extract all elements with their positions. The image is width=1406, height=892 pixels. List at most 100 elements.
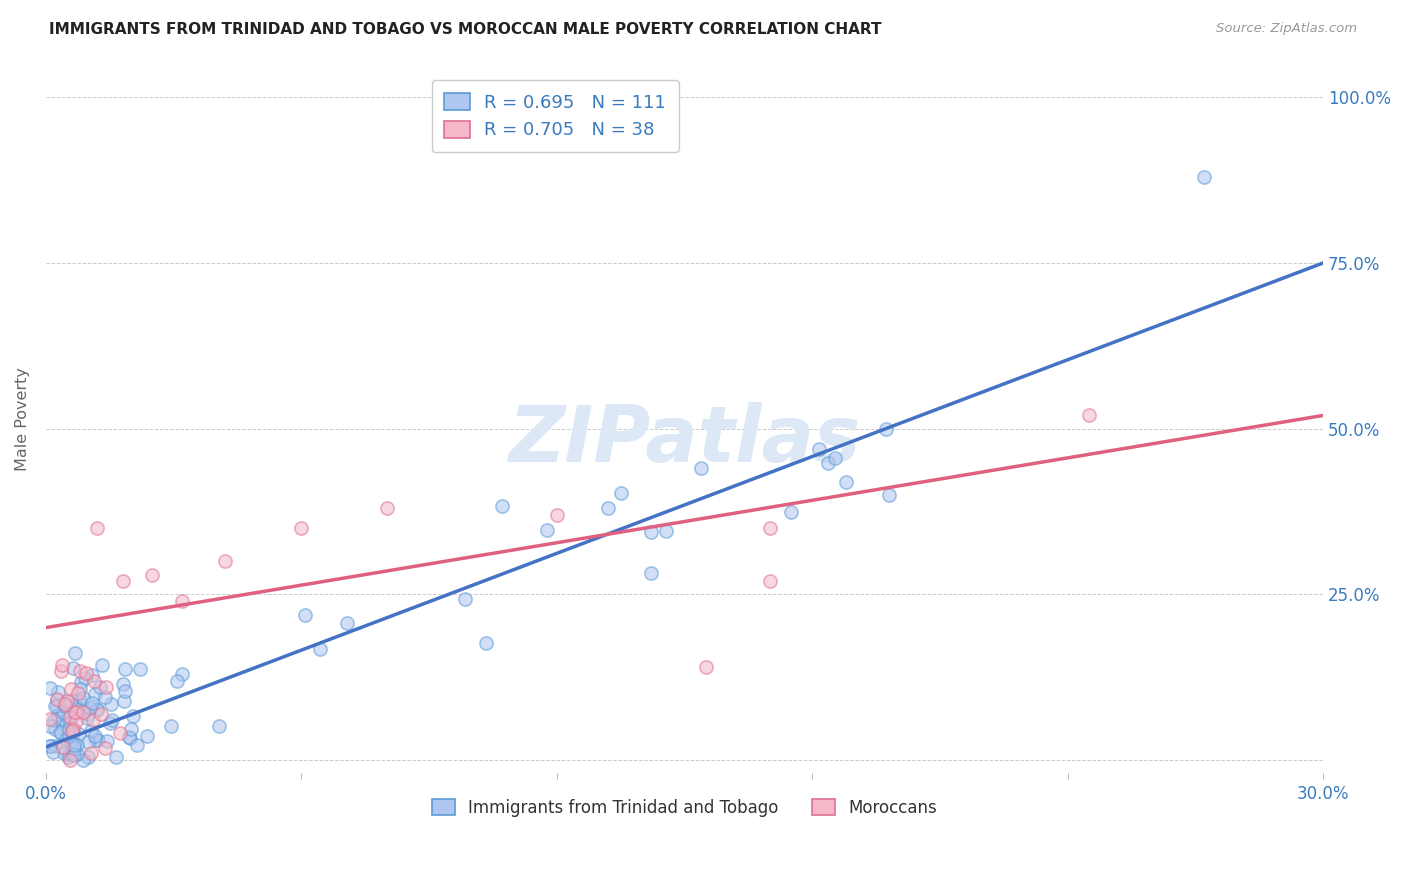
Text: Source: ZipAtlas.com: Source: ZipAtlas.com xyxy=(1216,22,1357,36)
Point xyxy=(758,574,780,589)
Point xyxy=(1192,169,1215,184)
Point xyxy=(136,729,159,743)
Point xyxy=(120,731,142,745)
Legend: Immigrants from Trinidad and Tobago, Moroccans: Immigrants from Trinidad and Tobago, Mor… xyxy=(423,790,946,825)
Point xyxy=(536,523,558,537)
Point xyxy=(120,722,142,736)
Point xyxy=(172,594,194,608)
Point xyxy=(62,661,84,675)
Point xyxy=(44,722,66,736)
Point xyxy=(53,746,76,760)
Point xyxy=(96,734,118,748)
Point xyxy=(689,460,711,475)
Point xyxy=(66,747,89,761)
Point xyxy=(94,680,117,694)
Text: IMMIGRANTS FROM TRINIDAD AND TOBAGO VS MOROCCAN MALE POVERTY CORRELATION CHART: IMMIGRANTS FROM TRINIDAD AND TOBAGO VS M… xyxy=(49,22,882,37)
Point xyxy=(491,499,513,513)
Point xyxy=(59,715,82,730)
Point xyxy=(121,709,143,723)
Point xyxy=(84,729,107,743)
Point xyxy=(114,684,136,698)
Point xyxy=(60,723,83,738)
Point xyxy=(1078,409,1101,423)
Point xyxy=(76,711,98,725)
Point xyxy=(125,739,148,753)
Point xyxy=(129,662,152,676)
Point xyxy=(44,698,66,713)
Point xyxy=(824,450,846,465)
Point xyxy=(60,723,83,738)
Point xyxy=(172,667,194,681)
Point xyxy=(640,566,662,581)
Point xyxy=(72,753,94,767)
Point xyxy=(39,681,62,695)
Point xyxy=(58,708,80,723)
Point xyxy=(80,746,103,760)
Point xyxy=(111,677,134,691)
Point xyxy=(475,636,498,650)
Point xyxy=(62,727,84,741)
Point xyxy=(51,739,73,754)
Point xyxy=(79,701,101,715)
Point xyxy=(39,712,62,726)
Point xyxy=(86,521,108,535)
Point xyxy=(375,501,398,516)
Point xyxy=(69,697,91,711)
Point xyxy=(640,525,662,540)
Point xyxy=(76,735,98,749)
Text: ZIPatlas: ZIPatlas xyxy=(509,402,860,478)
Point xyxy=(39,739,62,754)
Point xyxy=(46,698,69,713)
Point xyxy=(72,705,94,719)
Point xyxy=(84,688,107,702)
Point xyxy=(695,660,717,674)
Point xyxy=(94,741,117,756)
Point xyxy=(807,442,830,457)
Point xyxy=(59,710,82,724)
Point xyxy=(46,684,69,698)
Point xyxy=(104,750,127,764)
Point xyxy=(208,719,231,733)
Point xyxy=(214,554,236,568)
Point xyxy=(60,747,83,761)
Point xyxy=(84,732,107,747)
Point xyxy=(82,696,104,710)
Point xyxy=(60,692,83,706)
Point xyxy=(39,739,62,753)
Point xyxy=(877,488,900,502)
Point xyxy=(42,713,65,727)
Point xyxy=(56,705,79,719)
Point xyxy=(73,671,96,685)
Point xyxy=(596,500,619,515)
Point xyxy=(110,726,132,740)
Point xyxy=(89,680,111,694)
Point xyxy=(45,693,67,707)
Point xyxy=(59,682,82,697)
Point xyxy=(49,725,72,739)
Point xyxy=(779,506,801,520)
Point xyxy=(51,714,73,729)
Point xyxy=(875,422,897,436)
Point xyxy=(69,664,91,678)
Point xyxy=(834,475,856,489)
Point xyxy=(63,646,86,660)
Point xyxy=(294,608,316,623)
Point xyxy=(546,508,568,522)
Point xyxy=(55,723,77,737)
Point xyxy=(655,524,678,538)
Point xyxy=(58,729,80,743)
Point xyxy=(62,723,84,737)
Point xyxy=(77,750,100,764)
Point xyxy=(114,662,136,676)
Point xyxy=(77,707,100,722)
Point xyxy=(56,750,79,764)
Point xyxy=(66,706,89,720)
Point xyxy=(90,707,112,722)
Point xyxy=(98,715,121,730)
Point xyxy=(83,674,105,689)
Point xyxy=(41,745,63,759)
Point xyxy=(308,641,330,656)
Point xyxy=(63,738,86,752)
Point xyxy=(82,667,104,681)
Point xyxy=(70,674,93,689)
